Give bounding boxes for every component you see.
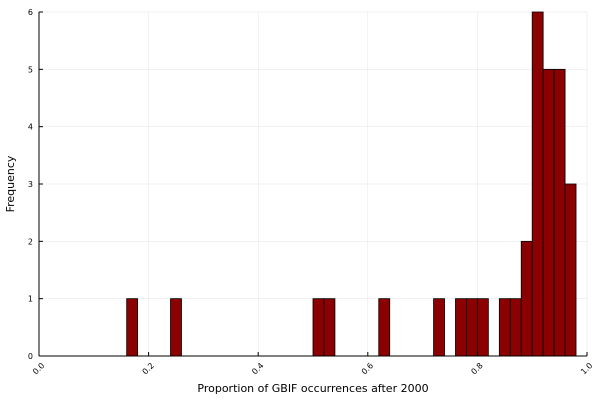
x-tick-label: 0.6 bbox=[360, 361, 375, 376]
histogram-bar bbox=[378, 298, 391, 357]
y-axis-label: Frequency bbox=[4, 155, 17, 212]
histogram-bar bbox=[553, 68, 566, 357]
x-tick-label: 0.2 bbox=[141, 361, 156, 376]
histogram-bar bbox=[312, 298, 325, 357]
y-tick-label: 0 bbox=[28, 352, 33, 361]
y-tick-label: 3 bbox=[28, 180, 33, 189]
histogram-bar bbox=[542, 68, 555, 357]
x-tick-label: 1.0 bbox=[579, 361, 594, 376]
histogram-bar bbox=[531, 11, 544, 357]
x-axis-label: Proportion of GBIF occurrences after 200… bbox=[197, 382, 428, 395]
y-tick-label: 4 bbox=[28, 123, 33, 132]
histogram-bar bbox=[520, 240, 533, 357]
y-tick-label: 6 bbox=[28, 8, 33, 17]
histogram-bar bbox=[455, 298, 467, 357]
x-tick-label: 0.8 bbox=[469, 361, 484, 376]
histogram-bar bbox=[433, 298, 445, 357]
x-tick-label: 0.0 bbox=[31, 361, 46, 376]
histogram-bar bbox=[466, 298, 478, 357]
y-tick-label: 2 bbox=[28, 237, 33, 246]
histogram-bar bbox=[509, 298, 522, 357]
y-tick-label: 5 bbox=[28, 65, 33, 74]
histogram-bar bbox=[564, 183, 577, 357]
histogram-bar bbox=[126, 298, 139, 357]
x-tick-label: 0.4 bbox=[250, 361, 265, 376]
y-tick-label: 1 bbox=[28, 295, 33, 304]
histogram-bar bbox=[170, 298, 182, 357]
histogram-bar bbox=[476, 298, 489, 357]
grid-layer bbox=[38, 11, 588, 357]
histogram-bar bbox=[498, 298, 511, 357]
histogram-bar bbox=[323, 298, 336, 357]
